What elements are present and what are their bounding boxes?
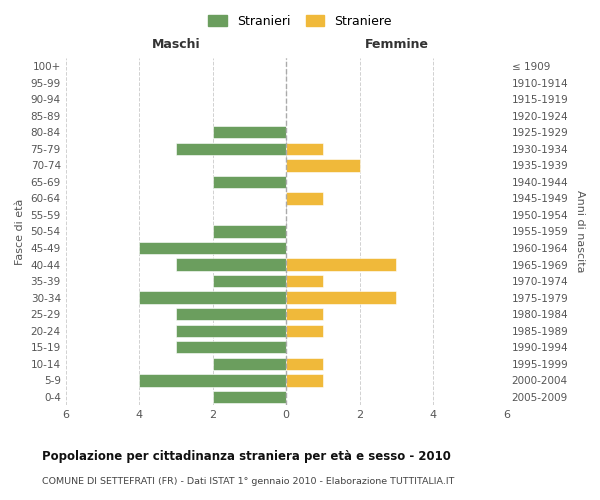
Bar: [286, 258, 397, 271]
Bar: [286, 192, 323, 204]
Bar: [286, 308, 323, 320]
Bar: [139, 292, 286, 304]
Bar: [212, 390, 286, 403]
Bar: [176, 341, 286, 353]
Bar: [286, 292, 397, 304]
Bar: [176, 258, 286, 271]
Bar: [212, 275, 286, 287]
Text: Femmine: Femmine: [364, 38, 428, 51]
Text: Maschi: Maschi: [152, 38, 200, 51]
Bar: [286, 159, 360, 172]
Text: Popolazione per cittadinanza straniera per età e sesso - 2010: Popolazione per cittadinanza straniera p…: [42, 450, 451, 463]
Bar: [176, 142, 286, 155]
Y-axis label: Anni di nascita: Anni di nascita: [575, 190, 585, 272]
Bar: [212, 226, 286, 237]
Bar: [212, 358, 286, 370]
Bar: [212, 176, 286, 188]
Y-axis label: Fasce di età: Fasce di età: [15, 198, 25, 264]
Bar: [212, 126, 286, 138]
Text: COMUNE DI SETTEFRATI (FR) - Dati ISTAT 1° gennaio 2010 - Elaborazione TUTTITALIA: COMUNE DI SETTEFRATI (FR) - Dati ISTAT 1…: [42, 478, 454, 486]
Legend: Stranieri, Straniere: Stranieri, Straniere: [205, 11, 395, 32]
Bar: [176, 308, 286, 320]
Bar: [139, 242, 286, 254]
Bar: [286, 358, 323, 370]
Bar: [286, 142, 323, 155]
Bar: [139, 374, 286, 386]
Bar: [176, 324, 286, 337]
Bar: [286, 324, 323, 337]
Bar: [286, 374, 323, 386]
Bar: [286, 275, 323, 287]
